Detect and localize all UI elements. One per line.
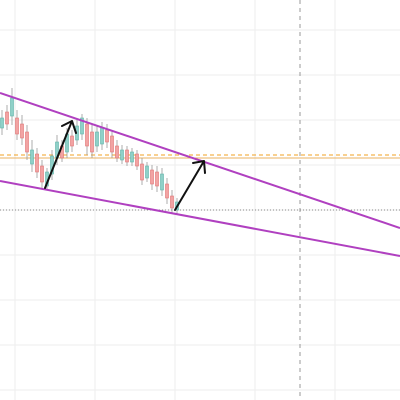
arrows <box>44 120 206 211</box>
arrow <box>44 120 77 189</box>
upper-trendline <box>0 92 400 229</box>
arrow <box>174 160 206 211</box>
lower-trendline <box>0 180 400 257</box>
